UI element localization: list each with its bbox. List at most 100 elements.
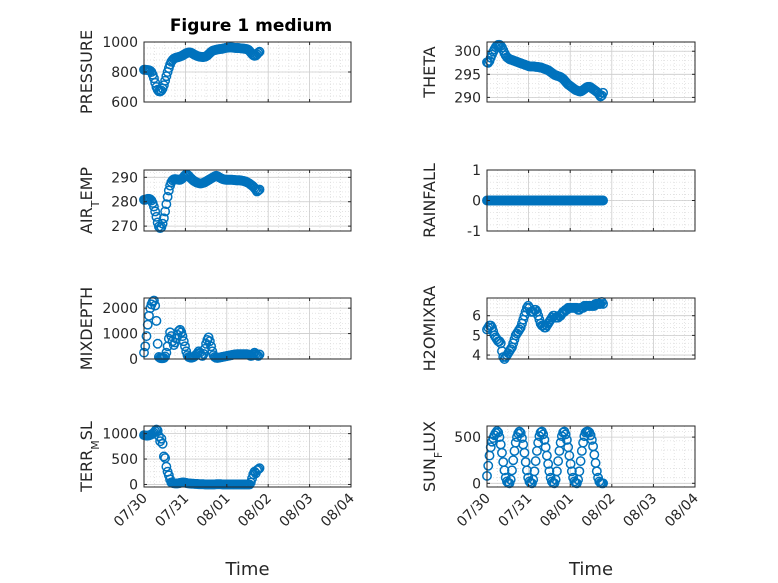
data-point: [253, 464, 264, 475]
data-point: [153, 431, 164, 442]
data-point: [544, 466, 555, 477]
y-tick-label: 1000: [102, 327, 138, 343]
data-point: [158, 80, 169, 91]
y-tick-label: 280: [111, 195, 138, 211]
data-point: [150, 300, 161, 311]
data-point: [162, 191, 173, 202]
y-axis-label: THETA: [420, 46, 439, 98]
data-point: [560, 429, 571, 440]
data-point: [519, 447, 530, 458]
subplot-2: 290 295 300 THETA: [420, 39, 696, 106]
x-tick-label: 08/03: [277, 491, 317, 531]
y-tick-label: 500: [111, 452, 138, 468]
data-point: [151, 424, 162, 435]
axes-box: [486, 425, 696, 488]
x-tick-label: 08/02: [235, 491, 275, 531]
x-tick-label: 08/04: [318, 490, 358, 530]
data-point: [148, 73, 159, 84]
y-tick-label: 1: [472, 163, 481, 179]
y-tick-label: 2000: [102, 301, 138, 317]
data-point: [514, 324, 525, 335]
y-axis-label-part: TERR: [77, 450, 96, 493]
data-point: [160, 75, 171, 86]
data-point: [586, 434, 597, 445]
y-axis-label-part: AIR: [77, 207, 96, 234]
y-tick-label: 290: [111, 170, 138, 186]
data-point: [158, 451, 169, 462]
data-point: [141, 331, 152, 342]
data-point: [574, 466, 585, 477]
data-point: [553, 456, 564, 467]
data-point: [521, 465, 532, 476]
subplot-4: -1 0 1 RAINFALL: [420, 163, 696, 240]
data-point: [494, 336, 505, 347]
data-point: [551, 466, 562, 477]
data-point: [250, 348, 261, 359]
y-axis-label: SUNFLUX: [420, 421, 445, 492]
y-tick-label: 270: [111, 219, 138, 235]
subplot-6: 4 5 6 H2OMIXRA: [420, 286, 696, 371]
y-tick-label: 300: [454, 44, 481, 60]
data-point: [565, 458, 576, 469]
data-point: [148, 201, 159, 212]
axes-box: [143, 297, 352, 360]
y-axis-label: AIRTEMP: [77, 167, 102, 234]
y-axis-label-part: F: [432, 452, 445, 458]
y-axis-label-part: M: [89, 440, 102, 450]
data-point: [156, 85, 167, 96]
y-axis-label-part: EMP: [77, 167, 96, 201]
x-tick-label: 08/03: [620, 491, 660, 531]
y-axis-label-part: LUX: [420, 421, 439, 452]
x-axis-label: Time: [224, 559, 269, 580]
y-axis-label-part: RAINFALL: [420, 163, 439, 238]
data-point: [157, 218, 168, 229]
y-tick-label: 290: [454, 90, 481, 106]
data-point: [252, 186, 262, 197]
y-axis-label-part: THETA: [420, 46, 439, 98]
data-point: [254, 184, 265, 195]
y-tick-label: -1: [467, 224, 481, 240]
x-tick-label: 07/31: [152, 491, 192, 531]
subplot-1: 600 800 1000 PRESSURE: [77, 30, 352, 114]
data-point: [561, 434, 572, 445]
data-point: [555, 437, 566, 448]
data-point: [151, 315, 162, 326]
data-point: [598, 298, 609, 309]
data-point: [483, 57, 494, 68]
data-point: [254, 463, 265, 474]
y-axis-label: MIXDEPTH: [77, 287, 96, 370]
figure-title: Figure 1 medium: [170, 16, 332, 36]
data-point: [156, 433, 167, 444]
data-point: [253, 351, 264, 361]
y-axis-label-part: SUN: [420, 458, 439, 492]
y-axis-label: RAINFALL: [420, 163, 439, 238]
data-point: [516, 433, 527, 443]
data-point: [180, 341, 190, 352]
data-point: [598, 478, 609, 489]
data-point: [252, 49, 262, 60]
subplot-3: 270 280 290 AIRTEMP: [77, 167, 352, 235]
data-point: [530, 456, 541, 467]
data-point: [505, 344, 516, 355]
data-point: [161, 347, 172, 358]
data-point: [253, 185, 264, 196]
data-point: [508, 455, 519, 466]
data-point: [505, 474, 516, 485]
y-axis-label-part: SL: [77, 421, 96, 440]
y-axis-label: PRESSURE: [77, 30, 96, 114]
data-point: [598, 87, 609, 98]
y-axis-label-part: T: [89, 200, 102, 208]
x-tick-label: 08/01: [194, 491, 234, 531]
x-tick-label: 07/30: [454, 491, 494, 531]
axes-box: [486, 41, 696, 103]
data-point: [598, 195, 609, 206]
data-point: [515, 427, 526, 438]
axes-box: [143, 425, 352, 488]
data-point: [566, 466, 577, 477]
data-point: [204, 336, 215, 347]
data-point: [158, 353, 169, 363]
data-point: [150, 206, 161, 217]
y-tick-label: 600: [111, 95, 138, 111]
data-point: [575, 456, 586, 467]
